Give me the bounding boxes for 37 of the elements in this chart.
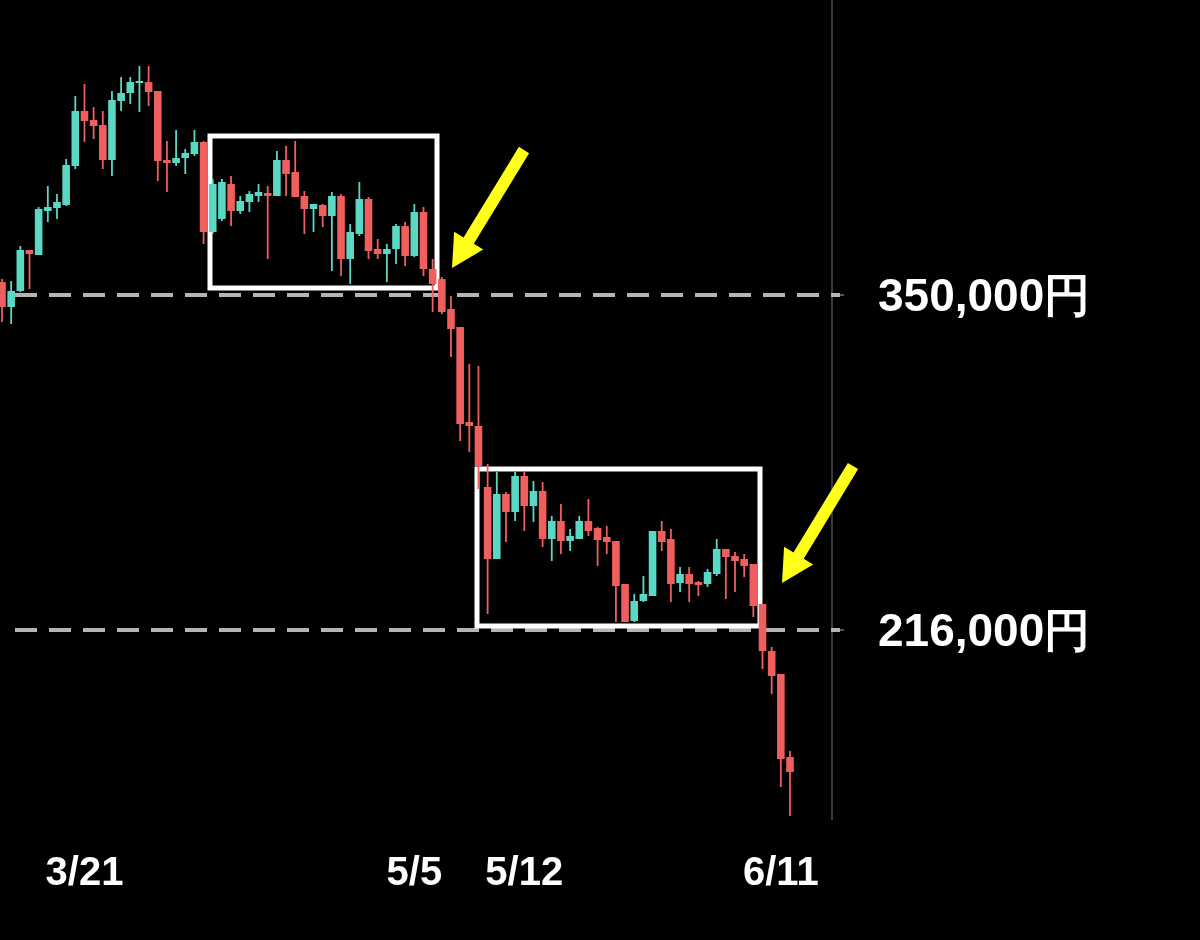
candlestick [300, 190, 309, 235]
candlestick [172, 129, 180, 167]
candlestick [502, 491, 510, 543]
candlestick [309, 203, 318, 233]
x-tick-label: 5/12 [485, 849, 564, 893]
candlestick [392, 223, 400, 265]
candlestick [263, 185, 272, 260]
candlestick [318, 203, 327, 228]
candlestick [181, 148, 190, 175]
candlestick [557, 503, 565, 555]
candlestick [328, 191, 336, 272]
candlestick [676, 566, 684, 593]
candlestick [126, 76, 135, 105]
candlestick [630, 593, 639, 623]
candlestick [25, 249, 34, 290]
candlestick [373, 238, 382, 260]
candlestick [465, 363, 474, 453]
candlestick [547, 515, 556, 562]
candlestick [135, 65, 144, 113]
y-tick-label: 216,000円 [878, 604, 1091, 656]
candlestick [593, 526, 602, 567]
y-tick-label: 350,000円 [878, 269, 1091, 321]
candlestick [584, 498, 593, 537]
candlestick [80, 83, 89, 143]
candlestick [89, 106, 98, 140]
candlestick [7, 280, 15, 325]
x-tick-label: 6/11 [743, 849, 819, 893]
candlestick [428, 258, 437, 313]
x-tick-label: 3/21 [45, 849, 124, 893]
candlestick [190, 129, 199, 157]
candlestick [639, 575, 648, 603]
x-tick-label: 5/5 [386, 849, 443, 893]
candlestick [144, 65, 153, 107]
candlestick [245, 190, 254, 213]
candlestick [685, 566, 694, 603]
candlestick [383, 243, 391, 283]
candlestick [529, 480, 538, 523]
